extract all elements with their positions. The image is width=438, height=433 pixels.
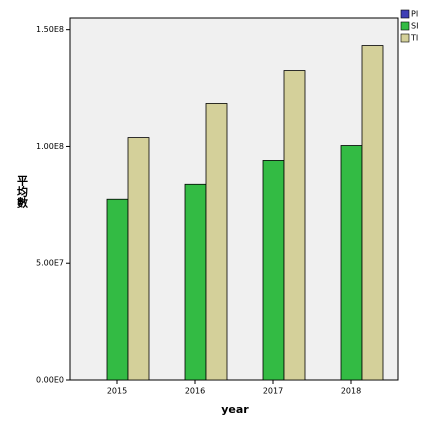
legend-swatch (400, 33, 410, 43)
x-tick-label: 2015 (107, 387, 127, 396)
x-tick-label: 2018 (341, 387, 361, 396)
x-tick-label: 2017 (263, 387, 283, 396)
legend-label: SI (411, 22, 418, 31)
x-axis-title: year (221, 403, 249, 416)
y-tick-label: 0.00E0 (36, 376, 64, 385)
bar (361, 45, 384, 381)
y-tick-label: 5.00E7 (36, 259, 64, 268)
legend-swatch (400, 21, 410, 31)
bar (283, 70, 306, 381)
bar (106, 198, 129, 381)
bar (184, 183, 207, 381)
bar (340, 145, 363, 381)
x-tick-label: 2016 (185, 387, 205, 396)
y-axis-title: 平均數 (16, 175, 29, 209)
bar (127, 137, 150, 381)
bar (262, 160, 285, 381)
y-tick-label: 1.50E8 (36, 25, 64, 34)
bar (205, 103, 228, 381)
legend-label: TI (410, 34, 418, 43)
legend-label: PI (411, 10, 418, 19)
y-tick-label: 1.00E8 (36, 142, 64, 151)
legend-swatch (400, 9, 410, 19)
